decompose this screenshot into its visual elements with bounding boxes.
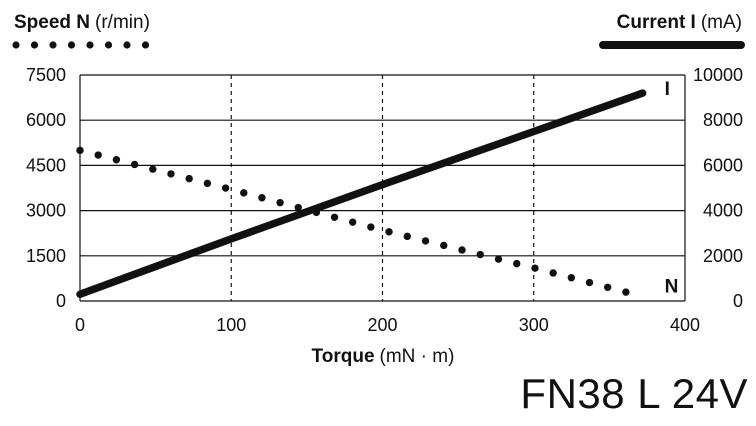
legend-speed-dot <box>67 41 76 49</box>
series-speed-dot <box>604 283 612 291</box>
series-speed-dot <box>76 146 84 155</box>
x-axis-ticks: 0 100 200 300 400 <box>75 315 700 335</box>
series-speed-dot <box>458 246 466 254</box>
series-speed-dot <box>167 170 175 178</box>
x-axis-label: Torque (mN · m) <box>312 346 455 367</box>
x-axis-tick-label: 400 <box>670 315 700 335</box>
series-speed-dot <box>567 274 576 282</box>
series-label-I: I <box>665 79 670 100</box>
left-axis-tick-label: 6000 <box>26 110 66 130</box>
right-axis-tick-label: 0 <box>733 291 743 311</box>
series-speed-dot <box>294 203 302 212</box>
series-label-N: N <box>665 276 679 297</box>
x-axis-tick-label: 0 <box>75 315 85 335</box>
right-axis-tick-label: 2000 <box>703 246 743 266</box>
right-axis-tick-label: 10000 <box>693 65 743 85</box>
legend-speed-dot <box>123 41 131 49</box>
series-speed-dot <box>622 288 630 296</box>
model-label: FN38 L 24V <box>520 370 748 417</box>
series-speed-dot <box>258 194 266 202</box>
left-axis-tick-label: 1500 <box>26 246 66 266</box>
legend-speed-dot <box>141 41 150 49</box>
series-speed-dot <box>276 198 284 207</box>
series-speed-dot <box>585 278 594 287</box>
series-current-line <box>76 89 647 298</box>
x-axis-tick-label: 200 <box>367 315 397 335</box>
legend-speed-dot <box>30 41 39 49</box>
left-axis-tick-label: 7500 <box>26 65 66 85</box>
series-speed-dot <box>440 241 448 250</box>
right-axis-tick-label: 6000 <box>703 155 743 175</box>
series-speed-dot <box>385 228 393 236</box>
right-axis-tick-label: 4000 <box>703 201 743 221</box>
right-axis-ticks: 0 2000 4000 6000 8000 10000 <box>693 65 743 311</box>
left-axis-tick-label: 0 <box>56 291 66 311</box>
series-speed-dot <box>348 218 357 226</box>
right-axis-tick-label: 8000 <box>703 110 743 130</box>
legend-speed-dot <box>104 41 113 49</box>
legend-current-label: Current I (mA) <box>617 12 742 33</box>
left-axis-tick-label: 4500 <box>26 155 66 175</box>
series-speed-dot <box>240 189 248 197</box>
legend-speed-dotted-line <box>12 41 150 49</box>
series-speed-dot <box>531 264 539 272</box>
series-speed-dot <box>494 255 503 263</box>
x-axis-tick-label: 300 <box>519 315 549 335</box>
series-speed-dot <box>94 151 102 159</box>
series-layer: NI <box>76 79 679 298</box>
x-axis-tick-label: 100 <box>216 315 246 335</box>
series-speed-dot <box>330 213 339 221</box>
series-speed-dot <box>130 160 139 169</box>
left-axis-tick-label: 3000 <box>26 201 66 221</box>
series-speed-dot <box>421 237 430 245</box>
legend-speed-dot <box>12 41 20 49</box>
series-speed-dot <box>403 232 411 241</box>
series-speed-dot <box>367 223 375 231</box>
series-speed-dot <box>149 165 157 173</box>
legend-speed-dot <box>86 41 94 49</box>
series-speed-dot <box>221 184 230 192</box>
series-speed-dot <box>549 269 557 277</box>
series-speed-dot <box>112 156 121 164</box>
series-speed-dot <box>203 179 212 188</box>
legend-speed-dot <box>49 41 57 49</box>
series-speed-dot <box>513 259 521 268</box>
legend-speed-label: Speed N (r/min) <box>14 12 150 33</box>
series-speed-dot <box>476 250 484 259</box>
series-speed-dot <box>185 174 193 183</box>
left-axis-ticks: 0 1500 3000 4500 6000 7500 <box>26 65 66 311</box>
